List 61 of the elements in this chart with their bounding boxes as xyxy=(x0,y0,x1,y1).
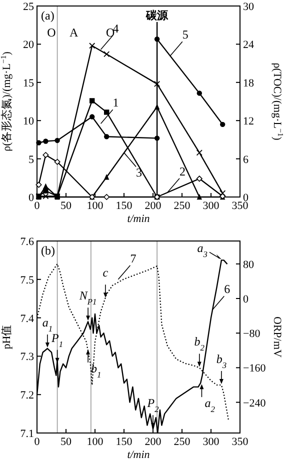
x-tick-label: 100 xyxy=(86,200,104,212)
x-tick-label: 150 xyxy=(116,436,133,448)
x-axis-title: t/min xyxy=(127,213,150,225)
annotation: 1 xyxy=(112,96,119,110)
annotation: 3 xyxy=(136,166,142,180)
y2-tick-label: −160 xyxy=(243,362,266,375)
x-tick-label: 350 xyxy=(232,200,249,212)
y2-axis-title: ORP/mV xyxy=(271,316,283,358)
annotation: N$_{P1}$ xyxy=(78,288,97,306)
annotation: c xyxy=(102,266,109,280)
x-tick-label: 200 xyxy=(144,436,162,448)
y2-tick-label: 6 xyxy=(243,154,249,166)
annotation: P$_{2}$ xyxy=(146,396,159,414)
y2-tick-label: 24 xyxy=(243,39,254,52)
y2-tick-label: 18 xyxy=(243,77,254,90)
x-tick-label: 300 xyxy=(202,436,220,448)
y-tick-label: 7.1 xyxy=(20,428,34,440)
annotation: O xyxy=(106,26,116,40)
y-tick-label: 7.6 xyxy=(20,236,34,248)
x-tick-label: 100 xyxy=(86,436,104,448)
y2-tick-label: 0 xyxy=(243,294,249,306)
y2-tick-label: 12 xyxy=(243,116,254,128)
y2-tick-label: 30 xyxy=(243,1,254,13)
annotation: (b) xyxy=(41,243,56,258)
y-tick-label: 10 xyxy=(23,116,34,128)
annotation: P$_{1}$ xyxy=(50,330,64,348)
annotation: a$_{3}$ xyxy=(197,241,208,259)
y-tick-label: 7.3 xyxy=(20,351,34,364)
y-tick-label: 15 xyxy=(23,77,34,90)
x-tick-label: 200 xyxy=(144,200,162,212)
y-tick-label: 7.2 xyxy=(20,390,34,402)
annotation: a$_{1}$ xyxy=(42,316,53,334)
annotation: b$_{2}$ xyxy=(194,334,204,352)
annotation: 7 xyxy=(130,251,136,266)
x-tick-label: 250 xyxy=(174,200,191,212)
annotation: 6 xyxy=(224,282,230,296)
y2-tick-label: 80 xyxy=(243,258,254,271)
annotation: b$_{3}$ xyxy=(216,352,227,370)
x-tick-label: 350 xyxy=(232,436,249,448)
x-tick-label: 50 xyxy=(60,200,72,212)
x-tick-label: 250 xyxy=(174,436,191,448)
x-tick-label: 150 xyxy=(116,200,133,212)
x-axis-title: t/min xyxy=(127,449,150,461)
annotation: A xyxy=(69,26,78,40)
ref-line-label: 碳源 xyxy=(145,9,170,22)
annotation: 5 xyxy=(182,28,188,42)
y2-tick-label: −240 xyxy=(243,397,266,410)
y-tick-label: 7.5 xyxy=(20,274,34,286)
annotation: O xyxy=(47,26,56,40)
y-tick-label: 25 xyxy=(23,1,34,13)
y-tick-label: 7.4 xyxy=(20,312,34,325)
annotation: (a) xyxy=(41,8,54,22)
y-tick-label: 20 xyxy=(23,39,34,52)
x-tick-label: 300 xyxy=(202,200,220,212)
y-axis-title: pH值 xyxy=(1,324,13,350)
annotation: a$_{2}$ xyxy=(204,396,215,414)
y-tick-label: 5 xyxy=(28,154,34,166)
annotation: 2 xyxy=(180,164,186,178)
y-tick-label: 0 xyxy=(28,192,34,204)
y2-tick-label: −80 xyxy=(243,328,261,340)
x-tick-label: 50 xyxy=(60,436,72,448)
